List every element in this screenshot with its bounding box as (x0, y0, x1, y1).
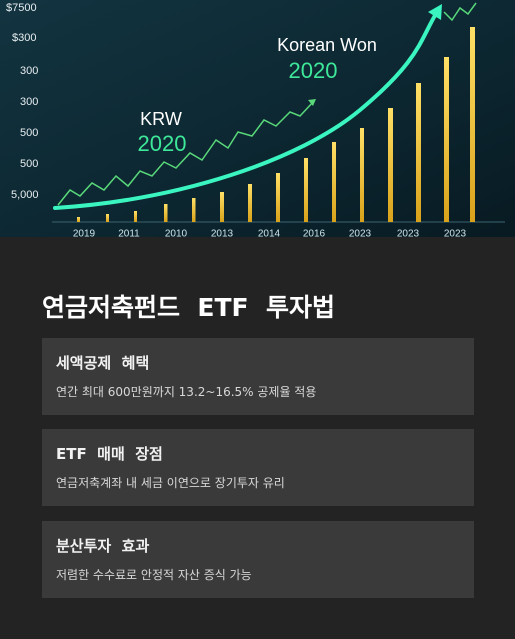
hero-background (0, 0, 515, 237)
info-card: 분산투자 효과 저렴한 수수료로 안정적 자산 증식 가능 (42, 521, 474, 598)
y-label: $7500 (6, 2, 37, 14)
arrow-head (428, 4, 442, 20)
x-label: 2011 (118, 229, 140, 237)
card-title: 세액공제 혜택 (56, 354, 150, 372)
card-title: ETF 매매 장점 (56, 445, 163, 463)
arrow-head (308, 99, 316, 106)
annotation-label: Korean Won (277, 35, 377, 55)
zigzag-line (57, 100, 315, 206)
page-title: 연금저축펀드 ETF 투자법 (42, 293, 336, 322)
annotation-label: KRW (140, 109, 182, 129)
annotation-year: 2020 (289, 58, 338, 83)
y-label: $300 (12, 32, 36, 44)
y-label: 300 (20, 96, 38, 108)
bars (77, 27, 475, 222)
growth-curve (53, 10, 439, 210)
card-description: 연금저축계좌 내 세금 이연으로 장기투자 유리 (56, 476, 285, 490)
x-label: 2023 (397, 229, 420, 237)
info-card: 세액공제 혜택 연간 최대 600만원까지 13.2~16.5% 공제율 적용 (42, 338, 474, 415)
x-label: 2010 (165, 229, 188, 237)
card-description: 연간 최대 600만원까지 13.2~16.5% 공제율 적용 (56, 385, 317, 399)
x-label: 2023 (349, 229, 372, 237)
x-label: 2013 (211, 229, 234, 237)
x-label: 2016 (303, 229, 326, 237)
x-label: 2014 (258, 229, 281, 237)
info-card: ETF 매매 장점 연금저축계좌 내 세금 이연으로 장기투자 유리 (42, 429, 474, 506)
y-label: 300 (20, 65, 38, 77)
y-label: 5,000 (11, 189, 39, 201)
card-title: 분산투자 효과 (56, 537, 150, 555)
x-label: 2023 (444, 229, 467, 237)
y-label: 500 (20, 127, 38, 139)
x-label: 2019 (73, 229, 96, 237)
annotation-year: 2020 (138, 131, 187, 156)
hero-image: $7500 $300 300 300 500 500 5,000 2019 20… (0, 0, 515, 237)
card-description: 저렴한 수수료로 안정적 자산 증식 가능 (56, 568, 252, 582)
zigzag-line (443, 2, 477, 22)
y-label: 500 (20, 158, 38, 170)
